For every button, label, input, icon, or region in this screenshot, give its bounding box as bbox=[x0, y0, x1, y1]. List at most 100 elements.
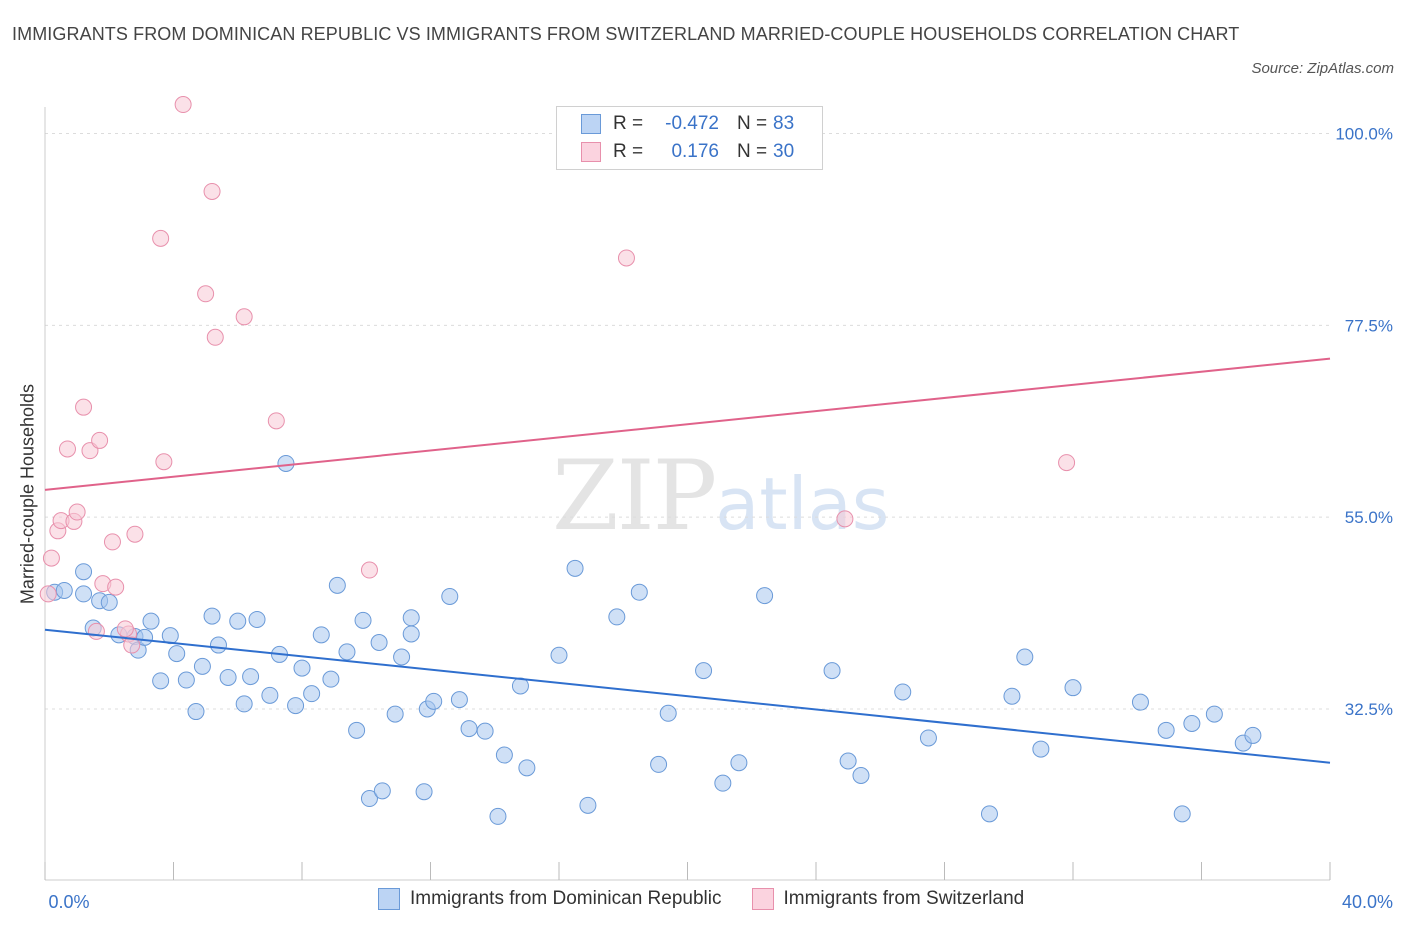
legend-row-dominican: R = -0.472 N = 83 bbox=[581, 112, 794, 136]
point-dominican bbox=[894, 683, 912, 701]
point-dominican bbox=[402, 625, 420, 643]
point-switzerland bbox=[152, 229, 170, 247]
legend-n-label: N = bbox=[737, 113, 768, 134]
point-switzerland bbox=[203, 182, 221, 200]
legend-r-value: 0.176 bbox=[671, 141, 719, 162]
point-dominican bbox=[386, 705, 404, 723]
point-switzerland bbox=[123, 636, 141, 654]
point-dominican bbox=[659, 704, 677, 722]
legend-r-label: R = bbox=[613, 141, 644, 162]
point-switzerland bbox=[39, 585, 57, 603]
point-dominican bbox=[1183, 714, 1201, 732]
point-switzerland bbox=[68, 503, 86, 521]
point-dominican bbox=[338, 643, 356, 661]
point-switzerland bbox=[617, 249, 635, 267]
point-dominican bbox=[730, 754, 748, 772]
legend-n-value: 83 bbox=[773, 113, 795, 134]
point-switzerland bbox=[360, 561, 378, 579]
watermark-atlas: atlas bbox=[715, 462, 890, 546]
point-dominican bbox=[277, 454, 295, 472]
point-dominican bbox=[373, 782, 391, 800]
point-dominican bbox=[242, 668, 260, 686]
point-dominican bbox=[1064, 679, 1082, 697]
point-dominican bbox=[450, 691, 468, 709]
trend-line-dominican bbox=[44, 628, 1331, 764]
point-switzerland bbox=[75, 398, 93, 416]
series-swatch-dominican bbox=[378, 888, 400, 910]
point-dominican bbox=[203, 607, 221, 625]
point-switzerland bbox=[126, 525, 144, 543]
point-dominican bbox=[75, 585, 93, 603]
point-dominican bbox=[566, 559, 584, 577]
point-switzerland bbox=[1058, 454, 1076, 472]
legend-swatch-dominican bbox=[581, 114, 601, 134]
point-dominican bbox=[287, 697, 305, 715]
y-axis-label: Married-couple Households bbox=[17, 383, 38, 605]
point-dominican bbox=[714, 774, 732, 792]
point-switzerland bbox=[267, 412, 285, 430]
watermark: ZIPatlas bbox=[552, 440, 889, 552]
point-dominican bbox=[393, 648, 411, 666]
x-tick-label: 40.0% bbox=[1342, 892, 1393, 912]
point-dominican bbox=[1205, 705, 1223, 723]
point-dominican bbox=[100, 593, 118, 611]
point-dominican bbox=[1003, 687, 1021, 705]
point-switzerland bbox=[107, 578, 125, 596]
point-dominican bbox=[630, 583, 648, 601]
point-dominican bbox=[441, 587, 459, 605]
series-legend: Immigrants from Dominican Republic Immig… bbox=[378, 888, 1054, 910]
point-dominican bbox=[460, 720, 478, 738]
point-dominican bbox=[1131, 693, 1149, 711]
point-dominican bbox=[1157, 721, 1175, 739]
legend-r-label: R = bbox=[613, 113, 644, 134]
point-dominican bbox=[650, 755, 668, 773]
point-dominican bbox=[476, 722, 494, 740]
point-dominican bbox=[322, 670, 340, 688]
x-tick-label: 0.0% bbox=[48, 892, 89, 912]
point-switzerland bbox=[87, 622, 105, 640]
y-tick-label: 32.5% bbox=[1345, 700, 1393, 719]
point-switzerland bbox=[155, 453, 173, 471]
point-dominican bbox=[839, 752, 857, 770]
point-dominican bbox=[1173, 805, 1191, 823]
point-dominican bbox=[370, 633, 388, 651]
series-label-dominican: Immigrants from Dominican Republic bbox=[410, 888, 722, 909]
point-dominican bbox=[402, 609, 420, 627]
series-swatch-switzerland bbox=[751, 888, 774, 910]
point-dominican bbox=[152, 672, 170, 690]
legend-n-value: 30 bbox=[773, 141, 795, 162]
point-switzerland bbox=[235, 308, 253, 326]
point-dominican bbox=[248, 610, 266, 628]
point-dominican bbox=[425, 692, 443, 710]
legend-swatch-switzerland bbox=[581, 142, 601, 162]
y-tick-label: 100.0% bbox=[1335, 125, 1393, 144]
watermark-zip: ZIP bbox=[552, 440, 717, 552]
point-dominican bbox=[852, 767, 870, 785]
point-dominican bbox=[980, 805, 998, 823]
point-dominican bbox=[328, 576, 346, 594]
point-dominican bbox=[579, 796, 597, 814]
series-legend-item-dominican: Immigrants from Dominican Republic bbox=[378, 888, 722, 910]
point-dominican bbox=[293, 659, 311, 677]
point-dominican bbox=[312, 626, 330, 644]
point-dominican bbox=[229, 612, 247, 630]
point-dominican bbox=[360, 790, 378, 808]
y-tick-label: 55.0% bbox=[1345, 508, 1393, 527]
point-dominican bbox=[823, 662, 841, 680]
point-dominican bbox=[919, 729, 937, 747]
legend-r-value: -0.472 bbox=[665, 113, 719, 134]
point-switzerland bbox=[206, 328, 224, 346]
point-dominican bbox=[1016, 648, 1034, 666]
point-dominican bbox=[235, 695, 253, 713]
point-dominican bbox=[209, 636, 227, 654]
point-dominican bbox=[756, 587, 774, 605]
legend-n-label: N = bbox=[737, 141, 768, 162]
chart-title: IMMIGRANTS FROM DOMINICAN REPUBLIC VS IM… bbox=[12, 24, 1240, 44]
point-dominican bbox=[219, 668, 237, 686]
point-dominican bbox=[142, 612, 160, 630]
point-dominican bbox=[177, 671, 195, 689]
source-label: Source: ZipAtlas.com bbox=[1251, 60, 1394, 77]
point-switzerland bbox=[836, 510, 854, 528]
point-dominican bbox=[193, 657, 211, 675]
